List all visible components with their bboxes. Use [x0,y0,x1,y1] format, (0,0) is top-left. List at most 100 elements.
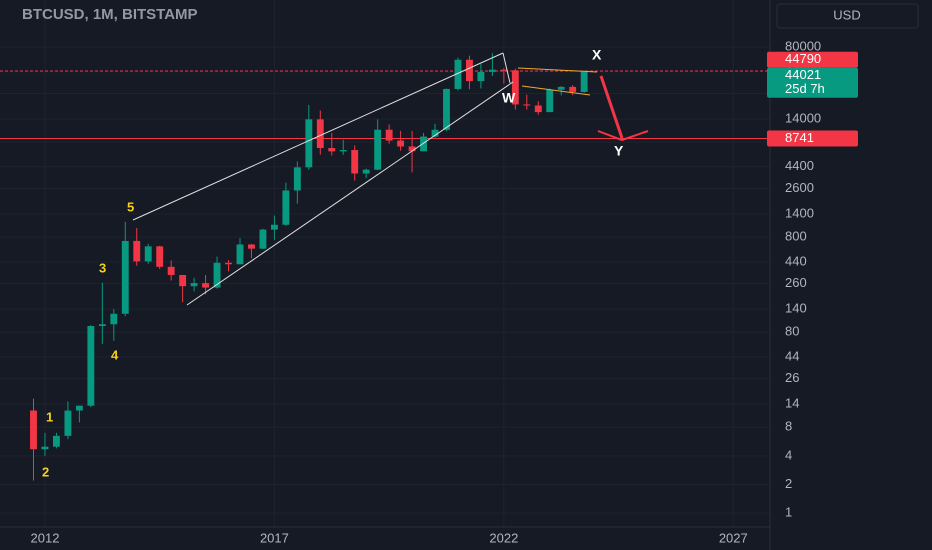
candle-body [41,446,49,450]
wave-label: Y [614,143,624,159]
wave-label: 5 [127,199,134,214]
candle-body [167,266,175,275]
wave-label: X [592,47,602,63]
candle-body [282,190,290,225]
candle-body [87,326,95,406]
y-tick-label: 140 [785,301,807,316]
candle-body [190,283,198,287]
x-tick-label: 2017 [260,530,289,545]
y-tick-label: 1 [785,505,792,520]
y-tick-label: 14000 [785,110,821,125]
last-price-label: 44021 [785,67,821,82]
channel-line [517,67,598,73]
candle-body [546,89,554,113]
candle-body [156,246,164,267]
candle-body [534,105,542,113]
y-tick-label: 440 [785,253,807,268]
candle-body [64,410,72,436]
y-tick-label: 8 [785,419,792,434]
candle-body [305,119,313,168]
candle-body [523,104,531,106]
candle-body [420,136,427,152]
candle-body [374,129,382,170]
y-tick-label: 80000 [785,38,821,53]
candle-body [110,313,118,325]
y-tick-label: 14 [785,396,799,411]
currency-button[interactable] [776,3,919,29]
candle-body [454,59,462,89]
x-tick-label: 2012 [31,530,60,545]
candle-body [236,244,244,265]
price-label-box [767,130,858,147]
chart-title: BTCUSD, 1M, BITSTAMP [22,6,198,23]
last-price-box [767,67,858,98]
candle-body [500,69,508,71]
candle-body [465,59,473,82]
trend-line [186,81,514,306]
candle-body [144,246,152,262]
wave-label: 1 [46,409,53,424]
candle-body [270,224,278,230]
y-tick-label: 2600 [785,180,814,195]
drawings [132,52,649,306]
annotations: 1 2 3 4 5 W X Y [42,47,624,480]
candle-body [225,262,232,265]
trend-line [132,52,504,221]
candle-body [385,129,393,141]
y-tick-label: 800 [785,229,807,244]
y-tick-label: 44 [785,348,799,363]
wave-label: 4 [111,347,119,362]
candle-body [293,167,301,191]
candle-body [431,129,439,137]
y-tick-label: 4 [785,447,792,462]
candle-body [569,86,577,92]
channel-line [521,85,591,96]
candle-body [408,146,416,152]
arrow [599,75,624,139]
candle-body [397,140,405,147]
wave-label: 2 [42,464,49,479]
candle-body [202,283,210,288]
y-tick-label: 260 [785,275,807,290]
y-tick-label: 26 [785,370,799,385]
candle-body [477,71,485,82]
candle-body [133,240,141,262]
arrow-head [597,130,649,142]
y-tick-label: 80 [785,324,799,339]
candle-body [98,324,106,327]
countdown-label: 25d 7h [785,81,825,96]
candle-body [362,169,370,174]
candle-body [179,274,187,287]
price-label-box [767,51,858,68]
x-tick-label: 2022 [489,530,518,545]
trend-line [502,52,511,84]
candle-body [511,70,519,105]
candle-body [316,119,324,149]
y-tick-label: 1400 [785,205,814,220]
candle-body [121,240,129,314]
candle-body [328,148,336,152]
currency[interactable]: USD [833,7,860,22]
y-tick-label: 4400 [785,158,814,173]
y-tick-label: 2 [785,476,792,491]
candle-body [351,150,359,174]
candle-body [339,150,347,152]
candle-body [580,71,588,92]
wave-label: 3 [99,260,106,275]
x-tick-label: 2027 [719,530,748,545]
candle-body [488,69,496,72]
candle-body [213,262,221,288]
candle-body [75,405,83,411]
candle-body [557,86,565,90]
candle-body [248,244,255,249]
candle-body [443,88,450,130]
candles [30,53,588,481]
candle-body [30,410,37,450]
candle-body [259,229,267,249]
wave-label: W [502,90,516,106]
price-label: 8741 [785,130,814,145]
price-label: 44790 [785,51,821,66]
